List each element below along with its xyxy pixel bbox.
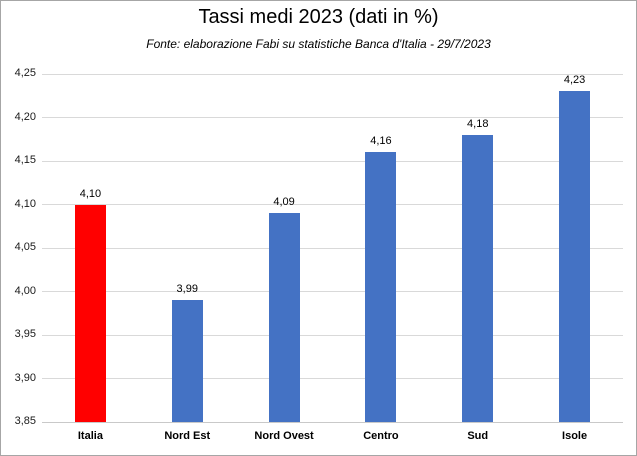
category-label: Sud	[467, 430, 489, 442]
gridline	[42, 73, 623, 75]
bar	[74, 204, 106, 422]
gridline	[42, 334, 623, 336]
bar	[462, 134, 494, 422]
y-tick-label: 4,20	[14, 110, 36, 123]
gridline	[42, 247, 623, 249]
bar-value-label: 4,23	[563, 74, 586, 87]
x-axis-line	[42, 422, 623, 423]
bar	[365, 152, 397, 422]
category-label: Nord Ovest	[254, 430, 314, 442]
y-tick-label: 4,10	[14, 197, 36, 210]
y-tick-label: 4,15	[14, 154, 36, 166]
bar	[559, 91, 591, 422]
gridline	[42, 117, 623, 118]
y-tick-label: 3,85	[14, 415, 36, 427]
bar	[171, 300, 203, 422]
y-tick-label: 3,95	[14, 328, 36, 340]
bar-value-label: 4,10	[79, 187, 102, 200]
gridline	[42, 378, 623, 379]
bar-value-label: 3,99	[176, 283, 198, 296]
gridline	[42, 291, 623, 292]
chart-subtitle: Fonte: elaborazione Fabi su statistiche …	[146, 37, 491, 51]
bar-value-label: 4,09	[273, 196, 295, 209]
chart-title: Tassi medi 2023 (dati in %)	[198, 6, 439, 28]
plot-area: 3,85 3,90 3,95 4,00 4,05 4,10 4,15 4,20 4,25 4,10…	[15, 67, 623, 442]
bar	[268, 213, 300, 422]
category-label: Nord Est	[164, 430, 211, 442]
bar-value-label: 4,18	[467, 117, 489, 130]
y-tick-label: 4,25	[14, 67, 36, 79]
category-label: Italia	[77, 430, 103, 442]
category-label: Centro	[363, 430, 399, 442]
y-tick-label: 3,90	[14, 371, 36, 384]
category-label: Isole	[562, 430, 588, 442]
y-tick-label: 4,05	[14, 241, 36, 253]
gridline	[42, 160, 623, 162]
bar-value-label: 4,16	[370, 135, 392, 148]
gridline	[42, 204, 623, 205]
y-tick-label: 4,00	[14, 284, 36, 297]
